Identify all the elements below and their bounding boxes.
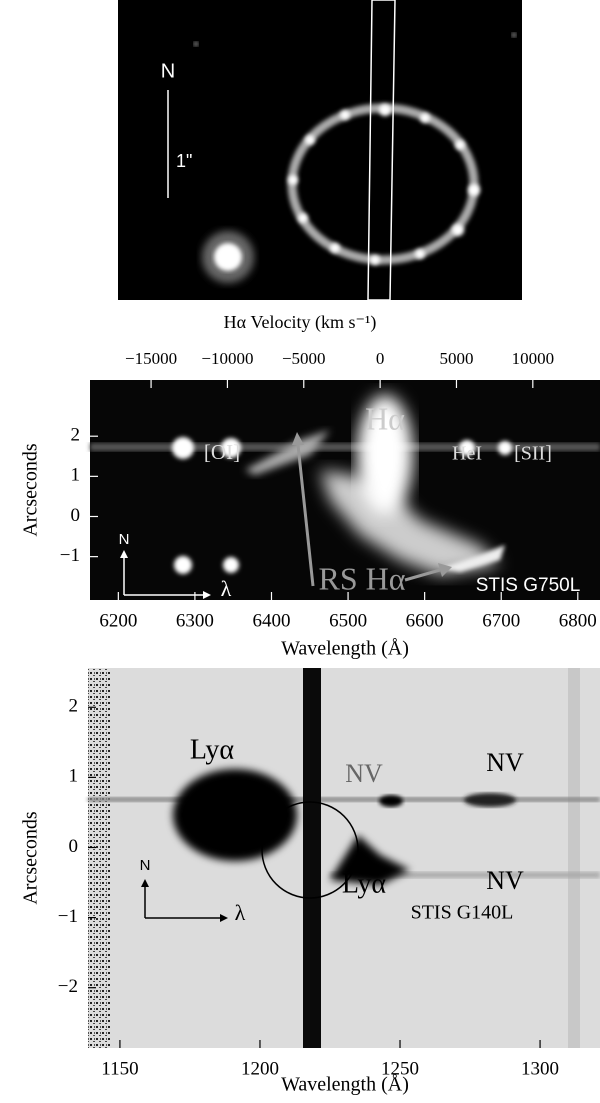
- compass-label: N: [140, 857, 151, 874]
- slit: [367, 0, 396, 301]
- top-tick-label: 10000: [512, 349, 555, 368]
- y-tick-label: 2: [69, 696, 79, 717]
- lya-emission: [173, 769, 297, 861]
- image-background: [118, 0, 522, 300]
- axis-label: Arcseconds: [20, 443, 42, 537]
- annotations: [OI] Hα HeI [SII] RS Hα STIS G750L: [204, 400, 580, 596]
- y-tick-label: −2: [58, 976, 78, 997]
- y-tick-label: −1: [60, 545, 80, 566]
- star: [193, 41, 199, 47]
- top-tick-label: 0: [376, 349, 385, 368]
- axis-label: Hα Velocity (km s⁻¹): [224, 312, 377, 333]
- pointer-arrows: [292, 432, 452, 587]
- trace: [330, 872, 600, 878]
- x-tick-label: 6400: [252, 610, 290, 631]
- annotations: Lyα NV NV Lyα NV STIS G140L: [190, 734, 524, 923]
- noise-edge: [88, 668, 110, 1048]
- x-tick-label: 1200: [241, 1058, 279, 1079]
- annotation: NV: [486, 748, 524, 777]
- y-tick-label: 1: [71, 465, 81, 486]
- nv-emission: [379, 795, 403, 807]
- compass-label: λ: [235, 900, 246, 925]
- scale-label: 1": [176, 151, 192, 171]
- x-tick-label: 1250: [381, 1058, 419, 1079]
- halpha-emission: [357, 395, 413, 515]
- annotation: Lyα: [190, 734, 235, 765]
- top-tick-label: 5000: [439, 349, 473, 368]
- x-tick-label: 6600: [406, 610, 444, 631]
- y-tick-label: −1: [58, 906, 78, 927]
- ring-knots: [288, 104, 480, 265]
- x-tick-label: 6200: [99, 610, 137, 631]
- panel-b: [OI] Hα HeI [SII] RS Hα STIS G750L N λ H…: [20, 312, 600, 660]
- annotation: STIS G750L: [476, 575, 581, 596]
- x-tick-label: 6300: [176, 610, 214, 631]
- annotation: STIS G140L: [411, 902, 514, 924]
- top-tick-label: −15000: [125, 349, 177, 368]
- y-tick-label: 0: [71, 505, 81, 526]
- annotation: [SII]: [514, 443, 552, 465]
- y-tick-label: 2: [71, 425, 81, 446]
- compass: [120, 550, 211, 599]
- axis-label: Wavelength (Å): [281, 1074, 409, 1096]
- x-tick-label: 6500: [329, 610, 367, 631]
- annotation: HeI: [452, 443, 482, 465]
- panel-a: N 1": [118, 0, 522, 301]
- star: [511, 32, 517, 38]
- x-tick-label: 1300: [521, 1058, 559, 1079]
- faint-band: [568, 668, 580, 1048]
- compass-label: λ: [221, 576, 232, 601]
- annotation: Hα: [365, 400, 405, 436]
- x-tick-label: 1150: [101, 1058, 138, 1079]
- y-tick-label: 0: [69, 836, 79, 857]
- compass-label: N: [161, 60, 175, 82]
- x-tick-label: 6700: [482, 610, 520, 631]
- y-tick-label: 1: [69, 766, 79, 787]
- nv-emission: [464, 793, 516, 807]
- axis-label: Arcseconds: [20, 811, 42, 905]
- compass-label: N: [119, 531, 130, 548]
- top-tick-label: −5000: [282, 349, 326, 368]
- emission-knots: [172, 437, 512, 574]
- annotation: RS Hα: [318, 560, 405, 596]
- annotation: NV: [345, 759, 383, 788]
- annotation: [OI]: [204, 440, 240, 464]
- compass: [141, 879, 228, 922]
- annotation: NV: [486, 866, 524, 895]
- annotation: Lyα: [342, 868, 387, 899]
- panel-c: Lyα NV NV Lyα NV STIS G140L N λ Waveleng…: [20, 668, 600, 1096]
- geocoronal-lya: [303, 668, 321, 1048]
- lya-emission: [330, 835, 410, 885]
- x-tick-label: 6800: [559, 610, 597, 631]
- rs-streak: [245, 430, 330, 475]
- rs-streak: [440, 545, 505, 572]
- star: [214, 243, 242, 271]
- continuum-trace: [90, 443, 600, 451]
- top-tick-label: −10000: [201, 349, 253, 368]
- ring-marker: [261, 801, 359, 899]
- trace: [88, 797, 600, 802]
- axis-label: Wavelength (Å): [281, 638, 409, 660]
